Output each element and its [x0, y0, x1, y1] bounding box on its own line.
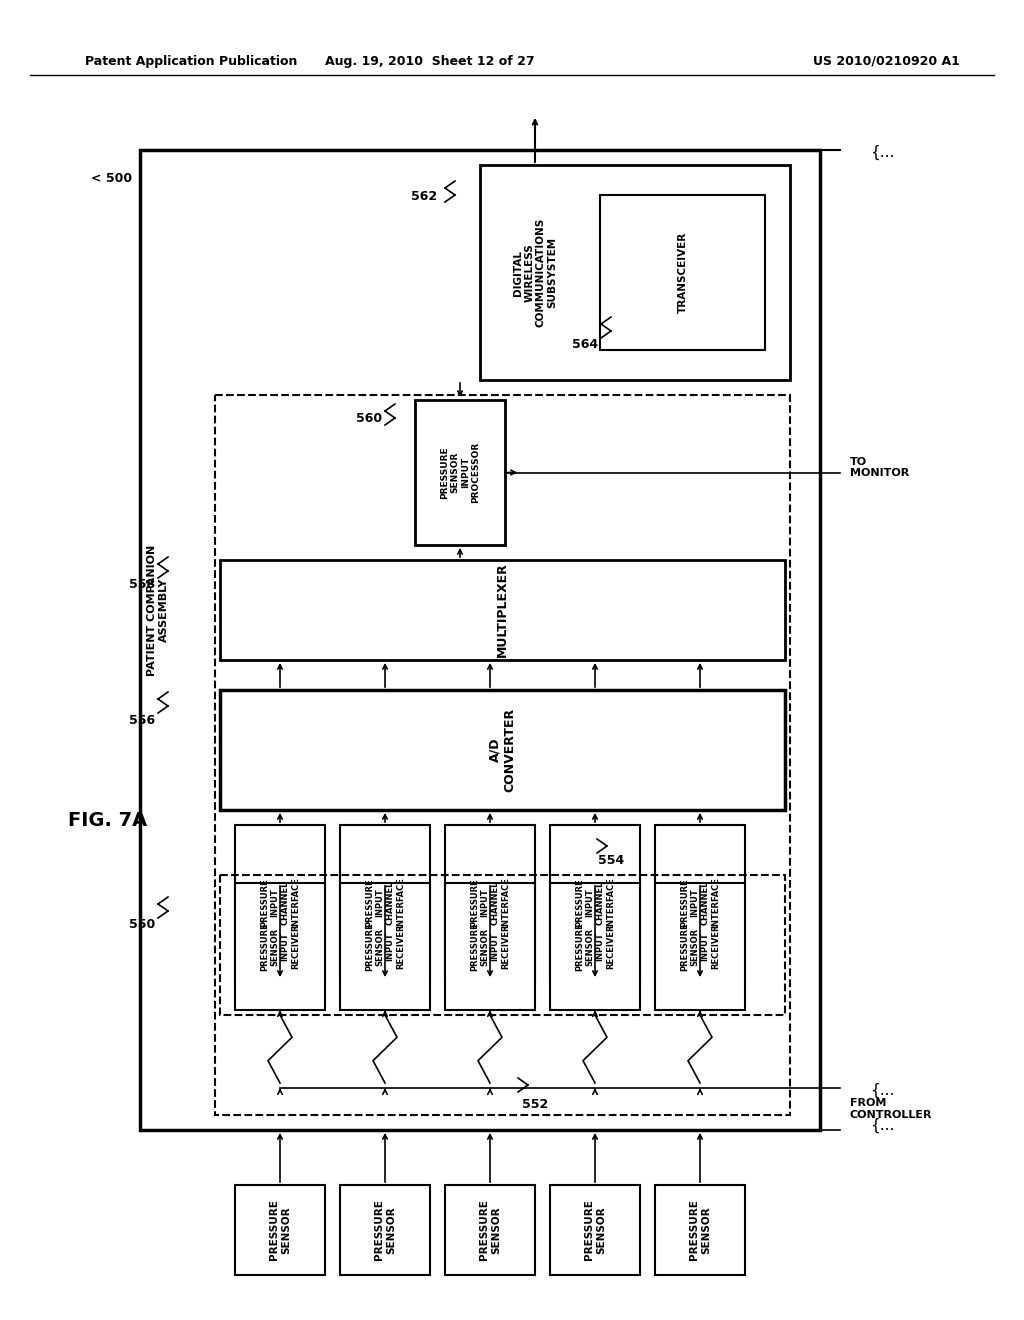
Text: {...: {...: [870, 145, 894, 160]
Text: MULTIPLEXER: MULTIPLEXER: [496, 562, 509, 657]
Text: PRESSURE
SENSOR: PRESSURE SENSOR: [269, 1200, 291, 1261]
Text: PATIENT COMPANION
ASSEMBLY: PATIENT COMPANION ASSEMBLY: [147, 544, 169, 676]
Text: TO
MONITOR: TO MONITOR: [850, 457, 909, 478]
Text: 550: 550: [129, 919, 155, 932]
Text: PRESSURE
SENSOR: PRESSURE SENSOR: [479, 1200, 501, 1261]
Text: PRESSURE
INPUT
CHANNEL
INTERFACE: PRESSURE INPUT CHANNEL INTERFACE: [574, 876, 615, 928]
Text: {...: {...: [870, 1118, 894, 1133]
Bar: [140, 150, 820, 1130]
Text: FROM
CONTROLLER: FROM CONTROLLER: [850, 1098, 933, 1119]
Bar: [550, 1185, 640, 1275]
Text: PRESSURE
SENSOR
INPUT
RECEIVER: PRESSURE SENSOR INPUT RECEIVER: [574, 923, 615, 972]
Text: {...: {...: [870, 1082, 894, 1098]
Text: 556: 556: [129, 714, 155, 726]
Text: 558: 558: [129, 578, 155, 591]
Text: PRESSURE
INPUT
CHANNEL
INTERFACE: PRESSURE INPUT CHANNEL INTERFACE: [680, 876, 720, 928]
Bar: [340, 1185, 430, 1275]
Bar: [655, 1185, 745, 1275]
Bar: [445, 883, 535, 1010]
Text: 554: 554: [598, 854, 625, 866]
Bar: [234, 825, 325, 979]
Bar: [340, 825, 430, 979]
Text: PRESSURE
SENSOR
INPUT
RECEIVER: PRESSURE SENSOR INPUT RECEIVER: [680, 923, 720, 972]
Text: Patent Application Publication: Patent Application Publication: [85, 55, 297, 69]
Text: US 2010/0210920 A1: US 2010/0210920 A1: [813, 55, 961, 69]
Bar: [480, 165, 790, 380]
Bar: [655, 825, 745, 979]
Text: FIG. 7A: FIG. 7A: [68, 810, 147, 829]
Bar: [600, 195, 765, 350]
Text: PRESSURE
SENSOR
INPUT
RECEIVER: PRESSURE SENSOR INPUT RECEIVER: [470, 923, 510, 972]
Bar: [234, 1185, 325, 1275]
Bar: [445, 825, 535, 979]
Bar: [445, 1185, 535, 1275]
Text: PRESSURE
INPUT
CHANNEL
INTERFACE: PRESSURE INPUT CHANNEL INTERFACE: [260, 876, 300, 928]
Bar: [550, 825, 640, 979]
Text: TRANSCEIVER: TRANSCEIVER: [678, 232, 687, 313]
Text: PRESSURE
INPUT
CHANNEL
INTERFACE: PRESSURE INPUT CHANNEL INTERFACE: [365, 876, 406, 928]
Text: PRESSURE
SENSOR
INPUT
PROCESSOR: PRESSURE SENSOR INPUT PROCESSOR: [440, 442, 480, 503]
Bar: [234, 883, 325, 1010]
Text: PRESSURE
SENSOR: PRESSURE SENSOR: [585, 1200, 606, 1261]
Text: < 500: < 500: [91, 172, 132, 185]
Text: DIGITAL
WIRELESS
COMMUNICATIONS
SUBSYSTEM: DIGITAL WIRELESS COMMUNICATIONS SUBSYSTE…: [513, 218, 557, 327]
Text: PRESSURE
SENSOR: PRESSURE SENSOR: [374, 1200, 396, 1261]
Text: 552: 552: [522, 1098, 548, 1111]
Bar: [220, 560, 785, 660]
Text: A/D
CONVERTER: A/D CONVERTER: [488, 708, 516, 792]
Text: PRESSURE
INPUT
CHANNEL
INTERFACE: PRESSURE INPUT CHANNEL INTERFACE: [470, 876, 510, 928]
Text: PRESSURE
SENSOR: PRESSURE SENSOR: [689, 1200, 711, 1261]
Text: 562: 562: [411, 190, 437, 203]
Bar: [415, 400, 505, 545]
Bar: [220, 690, 785, 810]
Bar: [340, 883, 430, 1010]
Bar: [655, 883, 745, 1010]
Bar: [215, 395, 790, 1115]
Text: PRESSURE
SENSOR
INPUT
RECEIVER: PRESSURE SENSOR INPUT RECEIVER: [365, 923, 406, 972]
Text: Aug. 19, 2010  Sheet 12 of 27: Aug. 19, 2010 Sheet 12 of 27: [326, 55, 535, 69]
Text: 564: 564: [571, 338, 598, 351]
Bar: [550, 883, 640, 1010]
Text: 560: 560: [356, 412, 382, 425]
Text: PRESSURE
SENSOR
INPUT
RECEIVER: PRESSURE SENSOR INPUT RECEIVER: [260, 923, 300, 972]
Bar: [220, 875, 785, 1015]
